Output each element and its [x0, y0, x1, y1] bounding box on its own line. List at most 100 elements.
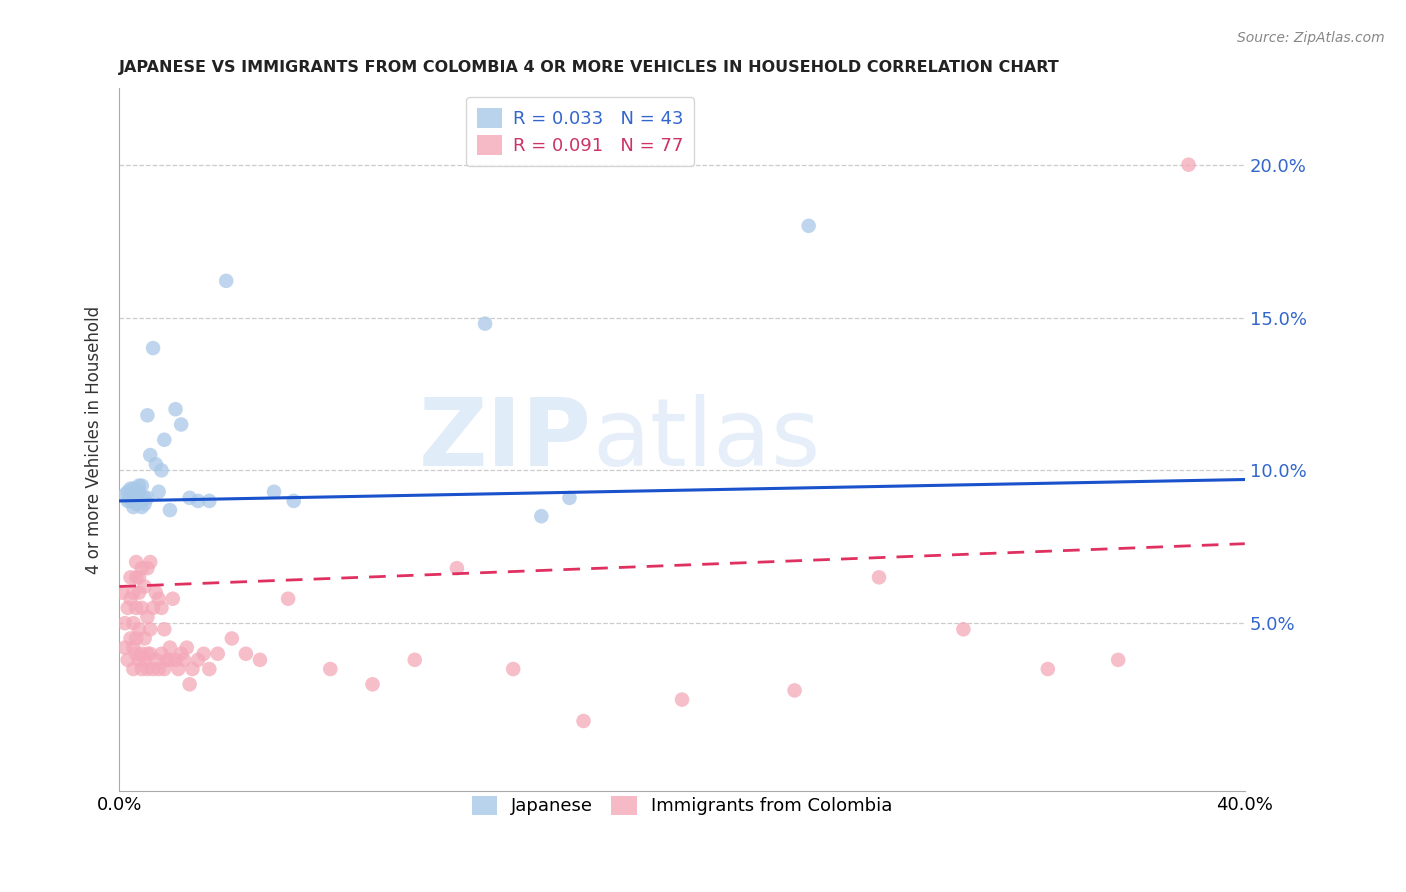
Point: [868, 570, 890, 584]
Point: [117, 484, 139, 499]
Point: [128, 478, 150, 492]
Point: [150, 463, 173, 477]
Point: [187, 653, 209, 667]
Legend: Japanese, Immigrants from Colombia: Japanese, Immigrants from Colombia: [463, 787, 901, 824]
Point: [134, 497, 156, 511]
Point: [783, 683, 806, 698]
Point: [139, 647, 162, 661]
Point: [134, 580, 156, 594]
Point: [122, 500, 145, 514]
Point: [1177, 158, 1199, 172]
Point: [111, 585, 134, 599]
Point: [131, 601, 153, 615]
Point: [120, 491, 142, 505]
Point: [131, 500, 153, 514]
Point: [128, 488, 150, 502]
Point: [125, 494, 148, 508]
Text: Source: ZipAtlas.com: Source: ZipAtlas.com: [1237, 31, 1385, 45]
Point: [139, 448, 162, 462]
Point: [404, 653, 426, 667]
Point: [159, 640, 181, 655]
Point: [952, 622, 974, 636]
Point: [159, 503, 181, 517]
Point: [125, 632, 148, 646]
Point: [179, 491, 201, 505]
Point: [131, 647, 153, 661]
Point: [136, 409, 159, 423]
Point: [134, 491, 156, 505]
Point: [122, 640, 145, 655]
Point: [162, 591, 184, 606]
Point: [167, 662, 190, 676]
Point: [131, 494, 153, 508]
Point: [170, 647, 193, 661]
Point: [283, 494, 305, 508]
Point: [131, 662, 153, 676]
Point: [193, 647, 215, 661]
Point: [502, 662, 524, 676]
Point: [159, 653, 181, 667]
Point: [134, 632, 156, 646]
Point: [139, 622, 162, 636]
Point: [120, 494, 142, 508]
Point: [117, 601, 139, 615]
Point: [179, 677, 201, 691]
Y-axis label: 4 or more Vehicles in Household: 4 or more Vehicles in Household: [86, 306, 103, 574]
Point: [558, 491, 581, 505]
Point: [235, 647, 257, 661]
Point: [263, 484, 285, 499]
Text: atlas: atlas: [592, 393, 820, 486]
Text: ZIP: ZIP: [419, 393, 592, 486]
Point: [128, 570, 150, 584]
Point: [173, 653, 195, 667]
Point: [117, 653, 139, 667]
Point: [142, 601, 165, 615]
Point: [125, 497, 148, 511]
Point: [145, 585, 167, 599]
Point: [474, 317, 496, 331]
Point: [125, 555, 148, 569]
Point: [136, 561, 159, 575]
Point: [198, 662, 221, 676]
Point: [1107, 653, 1129, 667]
Point: [198, 494, 221, 508]
Point: [120, 591, 142, 606]
Point: [128, 653, 150, 667]
Point: [165, 402, 187, 417]
Point: [446, 561, 468, 575]
Point: [136, 647, 159, 661]
Point: [122, 585, 145, 599]
Point: [572, 714, 595, 728]
Point: [131, 478, 153, 492]
Point: [122, 662, 145, 676]
Point: [145, 457, 167, 471]
Point: [153, 662, 176, 676]
Point: [215, 274, 238, 288]
Point: [114, 640, 136, 655]
Point: [671, 692, 693, 706]
Point: [122, 491, 145, 505]
Point: [148, 662, 170, 676]
Point: [165, 653, 187, 667]
Point: [120, 482, 142, 496]
Point: [1036, 662, 1059, 676]
Point: [120, 632, 142, 646]
Point: [797, 219, 820, 233]
Point: [125, 484, 148, 499]
Point: [148, 484, 170, 499]
Point: [125, 647, 148, 661]
Text: JAPANESE VS IMMIGRANTS FROM COLOMBIA 4 OR MORE VEHICLES IN HOUSEHOLD CORRELATION: JAPANESE VS IMMIGRANTS FROM COLOMBIA 4 O…: [120, 60, 1060, 75]
Point: [128, 585, 150, 599]
Point: [122, 482, 145, 496]
Point: [114, 488, 136, 502]
Point: [153, 622, 176, 636]
Point: [134, 653, 156, 667]
Point: [139, 555, 162, 569]
Point: [156, 653, 179, 667]
Point: [319, 662, 342, 676]
Point: [221, 632, 243, 646]
Point: [150, 647, 173, 661]
Point: [136, 610, 159, 624]
Point: [131, 561, 153, 575]
Point: [150, 601, 173, 615]
